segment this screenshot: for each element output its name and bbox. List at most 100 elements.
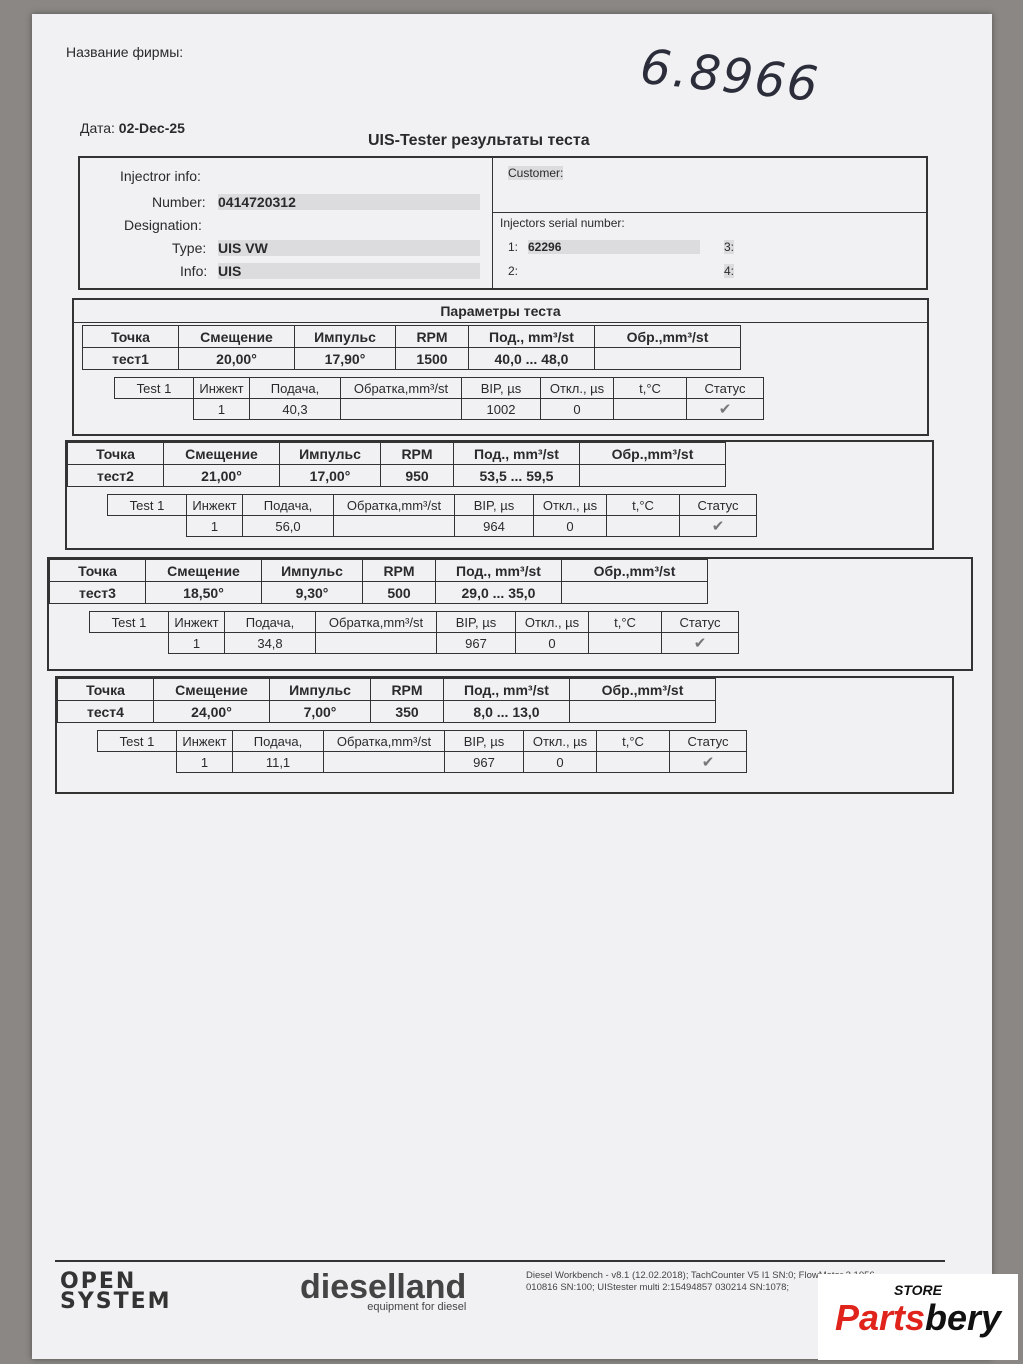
param-header: Точка: [57, 678, 154, 701]
params-value-row: тест4 24,00° 7,00° 350 8,0 ... 13,0: [57, 700, 716, 723]
param-delivery: 8,0 ... 13,0: [443, 700, 570, 723]
param-header: Обр.,mm³/st: [561, 559, 708, 582]
result-header: Статус: [669, 730, 747, 752]
params-value-row: тест3 18,50° 9,30° 500 29,0 ... 35,0: [49, 581, 708, 604]
result-header: Test 1: [107, 494, 187, 516]
param-header: RPM: [370, 678, 444, 701]
result-injector: 1: [168, 632, 225, 654]
result-header: Откл., µs: [540, 377, 614, 399]
serial-3-label: 3:: [724, 240, 735, 254]
result-ret: [340, 398, 462, 420]
result-header: Обратка,mm³/st: [323, 730, 445, 752]
params-header-row: Точка Смещение Импульс RPM Под., mm³/st Обр.,…: [82, 325, 741, 348]
result-header: Обратка,mm³/st: [315, 611, 437, 633]
result-dev: 0: [540, 398, 614, 420]
watermark-store: STORE: [894, 1282, 942, 1298]
param-header: Смещение: [153, 678, 270, 701]
param-header: Импульс: [294, 325, 396, 348]
status-check-icon: ✔: [686, 398, 764, 420]
footer-divider: [55, 1260, 945, 1262]
params-header-row: Точка Смещение Импульс RPM Под., mm³/st Обр.,…: [57, 678, 716, 701]
test-block: Параметры теста Точка Смещение Импульс RPM По…: [72, 298, 929, 436]
result-header: Test 1: [114, 377, 194, 399]
params-table: Точка Смещение Импульс RPM Под., mm³/st Обр.,…: [57, 678, 716, 723]
params-value-row: тест2 21,00° 17,00° 950 53,5 ... 59,5: [67, 464, 726, 487]
serial-label: Injectors serial number:: [500, 216, 625, 230]
status-check-icon: ✔: [661, 632, 739, 654]
result-injector: 1: [176, 751, 233, 773]
param-header: Точка: [82, 325, 179, 348]
results-header-row: Test 1 Инжект Подача, Обратка,mm³/st BIP, µs…: [107, 494, 757, 516]
results-header-row: Test 1 Инжект Подача, Обратка,mm³/st BIP, µs…: [97, 730, 747, 752]
param-header: Точка: [49, 559, 146, 582]
results-value-row: 1 56,0 964 0 ✔: [108, 515, 757, 537]
result-ret: [315, 632, 437, 654]
result-header: Подача,: [232, 730, 324, 752]
result-header: BIP, µs: [461, 377, 541, 399]
watermark-brand-b: bery: [925, 1297, 1002, 1338]
param-return: [561, 581, 708, 604]
param-header: Импульс: [279, 442, 381, 465]
dieselland-tagline: equipment for diesel: [367, 1301, 467, 1313]
result-injector: 1: [193, 398, 250, 420]
result-temp: [596, 751, 670, 773]
serial-1-value: 62296: [528, 240, 700, 254]
param-header: RPM: [395, 325, 469, 348]
param-header: Смещение: [163, 442, 280, 465]
date-line: Дата: 02-Dec-25: [80, 120, 185, 136]
results-header-row: Test 1 Инжект Подача, Обратка,mm³/st BIP, µs…: [89, 611, 739, 633]
result-header: Статус: [679, 494, 757, 516]
result-header: t,°C: [588, 611, 662, 633]
date-label: Дата:: [80, 120, 115, 136]
result-dev: 0: [523, 751, 597, 773]
param-rpm: 500: [362, 581, 436, 604]
param-header: Импульс: [261, 559, 363, 582]
result-header: t,°C: [613, 377, 687, 399]
result-header: Инжект: [186, 494, 243, 516]
param-header: Обр.,mm³/st: [579, 442, 726, 465]
date-value: 02-Dec-25: [118, 120, 185, 136]
result-bip: 1002: [461, 398, 541, 420]
result-header: BIP, µs: [436, 611, 516, 633]
param-point: тест2: [67, 464, 164, 487]
param-header: Обр.,mm³/st: [569, 678, 716, 701]
result-ret: [323, 751, 445, 773]
param-offset: 20,00°: [178, 347, 295, 370]
results-header-row: Test 1 Инжект Подача, Обратка,mm³/st BIP, µs…: [114, 377, 764, 399]
software-note: Diesel Workbench - v8.1 (12.02.2018); Ta…: [526, 1270, 875, 1293]
result-header: Обратка,mm³/st: [340, 377, 462, 399]
number-label: Number:: [152, 194, 206, 210]
page-title: UIS-Tester результаты теста: [368, 132, 590, 149]
result-header: Статус: [686, 377, 764, 399]
test-block: Точка Смещение Импульс RPM Под., mm³/st Обр.,…: [65, 440, 934, 550]
result-bip: 964: [454, 515, 534, 537]
test-block: Точка Смещение Импульс RPM Под., mm³/st Обр.,…: [55, 676, 954, 794]
info-label: Info:: [180, 263, 208, 279]
result-temp: [588, 632, 662, 654]
result-feed: 34,8: [224, 632, 316, 654]
result-header: BIP, µs: [444, 730, 524, 752]
number-value: 0414720312: [218, 194, 480, 210]
injector-info-box: Injectror info: Number: 0414720312 Desig…: [78, 156, 928, 290]
results-value-row: 1 40,3 1002 0 ✔: [115, 398, 764, 420]
watermark-brand-a: Parts: [834, 1297, 925, 1338]
result-header: BIP, µs: [454, 494, 534, 516]
result-header: Test 1: [97, 730, 177, 752]
param-header: Под., mm³/st: [453, 442, 580, 465]
dieselland-logo: dieselland equipment for diesel: [300, 1268, 466, 1313]
result-bip: 967: [444, 751, 524, 773]
param-point: тест3: [49, 581, 146, 604]
param-impulse: 17,00°: [279, 464, 381, 487]
result-injector: 1: [186, 515, 243, 537]
result-header: Откл., µs: [523, 730, 597, 752]
result-header: Инжект: [168, 611, 225, 633]
param-rpm: 1500: [395, 347, 469, 370]
param-header: RPM: [362, 559, 436, 582]
params-value-row: тест1 20,00° 17,90° 1500 40,0 ... 48,0: [82, 347, 741, 370]
params-header-row: Точка Смещение Импульс RPM Под., mm³/st Обр.,…: [49, 559, 708, 582]
result-bip: 967: [436, 632, 516, 654]
param-point: тест4: [57, 700, 154, 723]
result-header: Подача,: [242, 494, 334, 516]
param-offset: 18,50°: [145, 581, 262, 604]
param-header: Под., mm³/st: [468, 325, 595, 348]
